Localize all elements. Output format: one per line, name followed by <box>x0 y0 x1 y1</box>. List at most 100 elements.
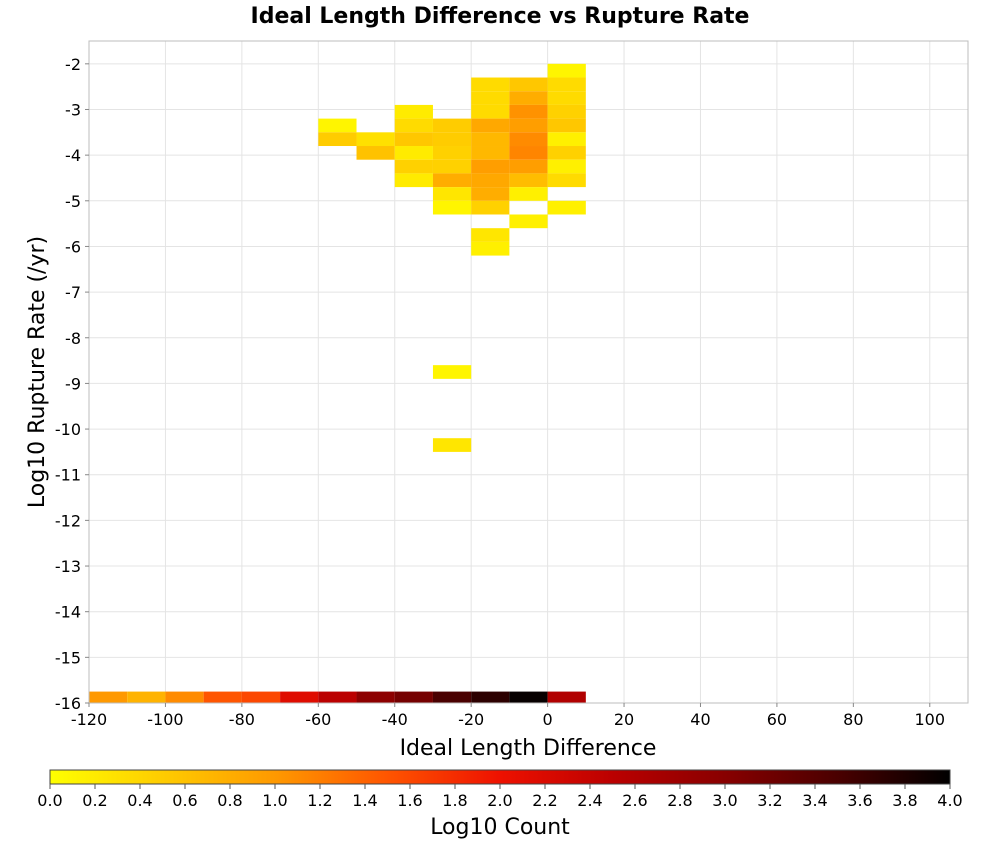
colorbar <box>49 769 951 785</box>
heatmap-cell <box>471 241 510 256</box>
y-tick-label: -6 <box>65 237 81 256</box>
heatmap-cell <box>394 159 433 174</box>
heatmap-cell <box>471 187 510 201</box>
heatmap-cell <box>509 187 548 201</box>
heatmap-cell <box>471 146 510 160</box>
heatmap-cell <box>127 691 166 703</box>
colorbar-tick-label: 1.8 <box>442 791 467 810</box>
colorbar-tick-label: 2.8 <box>667 791 692 810</box>
chart-title: Ideal Length Difference vs Rupture Rate <box>251 4 750 29</box>
y-tick-label: -15 <box>55 648 81 667</box>
y-axis-label: Log10 Rupture Rate (/yr) <box>25 236 50 508</box>
colorbar-tick-label: 3.2 <box>757 791 782 810</box>
heatmap-cell <box>471 118 510 133</box>
colorbar-tick-label: 0.2 <box>82 791 107 810</box>
heatmap-cell <box>471 691 510 703</box>
heatmap-cell <box>547 691 586 703</box>
heatmap-cell <box>509 146 548 160</box>
colorbar-tick-label: 1.0 <box>262 791 287 810</box>
heatmap-cell <box>547 159 586 174</box>
heatmap-cell <box>509 104 548 119</box>
x-tick-label: 40 <box>690 710 710 729</box>
heatmap-cell <box>432 438 472 452</box>
heatmap-cell <box>471 228 510 242</box>
heatmap-cell <box>509 173 548 188</box>
heatmap-cell <box>547 200 586 215</box>
heatmap-cell <box>356 132 395 147</box>
colorbar-tick-label: 1.6 <box>397 791 422 810</box>
heatmap-cell <box>432 200 472 215</box>
y-tick-label: -12 <box>55 511 81 530</box>
colorbar-tick-label: 0.4 <box>127 791 152 810</box>
y-tick-label: -10 <box>55 420 81 439</box>
heatmap-cell <box>394 146 433 160</box>
heatmap-cell <box>432 173 472 188</box>
y-tick-label: -3 <box>65 100 81 119</box>
colorbar-tick-label: 2.0 <box>487 791 512 810</box>
x-tick-label: 0 <box>543 710 553 729</box>
heatmap-cell <box>471 173 510 188</box>
x-tick-label: -120 <box>71 710 107 729</box>
colorbar-tick-label: 0.8 <box>217 791 242 810</box>
heatmap-cell <box>547 77 586 92</box>
heatmap-cell <box>471 132 510 147</box>
heatmap-cells <box>89 63 586 703</box>
y-tick-label: -7 <box>65 283 81 302</box>
heatmap-cell <box>509 132 548 147</box>
heatmap-cell <box>356 146 395 160</box>
colorbar-label: Log10 Count <box>430 815 570 840</box>
heatmap-cell <box>432 146 472 160</box>
heatmap-cell <box>509 214 548 229</box>
heatmap-cell <box>509 91 548 105</box>
heatmap-cell <box>432 187 472 201</box>
y-tick-label: -8 <box>65 329 81 348</box>
colorbar-tick-label: 4.0 <box>937 791 962 810</box>
plot-frame <box>88 40 969 704</box>
heatmap-cell <box>356 691 395 703</box>
colorbar-ticks: 0.0 0.2 0.4 0.6 0.8 1.0 1.2 1.4 1.6 1.8 2.0 2.2 2.4 2… <box>37 784 963 810</box>
heatmap-cell <box>547 63 586 78</box>
heatmap-cell <box>318 691 357 703</box>
heatmap-cell <box>432 118 472 133</box>
colorbar-tick-label: 0.0 <box>37 791 62 810</box>
heatmap-cell <box>509 77 548 92</box>
y-tick-label: -16 <box>55 694 81 713</box>
heatmap-cell <box>547 173 586 188</box>
heatmap-cell <box>318 118 357 133</box>
heatmap-cell <box>509 159 548 174</box>
colorbar-tick-label: 3.0 <box>712 791 737 810</box>
colorbar-tick-label: 2.2 <box>532 791 557 810</box>
heatmap-cell <box>432 365 472 379</box>
heatmap-cell <box>394 132 433 147</box>
heatmap-cell <box>471 91 510 105</box>
heatmap-cell <box>547 132 586 147</box>
y-tick-label: -5 <box>65 192 81 211</box>
heatmap-cell <box>509 118 548 133</box>
x-tick-label: -40 <box>382 710 408 729</box>
y-axis-ticks: -2 -3 -4 -5 -6 -7 -8 -9 -10 -11 -12 -13 -14 -15 -16 <box>55 55 89 713</box>
x-axis-ticks: -120 -100 -80 -60 -40 -20 0 20 40 60 80 100 <box>71 703 945 729</box>
heatmap-cell <box>471 159 510 174</box>
y-tick-label: -11 <box>55 466 81 485</box>
heatmap-cell <box>394 173 433 188</box>
heatmap-cell <box>509 691 548 703</box>
colorbar-tick-label: 3.6 <box>847 791 872 810</box>
x-tick-label: 20 <box>614 710 634 729</box>
y-tick-label: -14 <box>55 603 81 622</box>
heatmap-cell <box>547 104 586 119</box>
heatmap-cell <box>432 132 472 147</box>
x-axis-label: Ideal Length Difference <box>400 736 657 761</box>
heatmap-cell <box>89 691 128 703</box>
heatmap-cell <box>394 118 433 133</box>
heatmap-cell <box>471 77 510 92</box>
x-tick-label: 80 <box>843 710 863 729</box>
colorbar-tick-label: 1.4 <box>352 791 377 810</box>
colorbar-tick-label: 1.2 <box>307 791 332 810</box>
heatmap-cell <box>547 91 586 105</box>
heatmap-cell <box>394 691 433 703</box>
heatmap-cell <box>471 200 510 215</box>
y-tick-label: -9 <box>65 374 81 393</box>
colorbar-tick-label: 0.6 <box>172 791 197 810</box>
colorbar-tick-label: 2.6 <box>622 791 647 810</box>
colorbar-tick-label: 2.4 <box>577 791 602 810</box>
